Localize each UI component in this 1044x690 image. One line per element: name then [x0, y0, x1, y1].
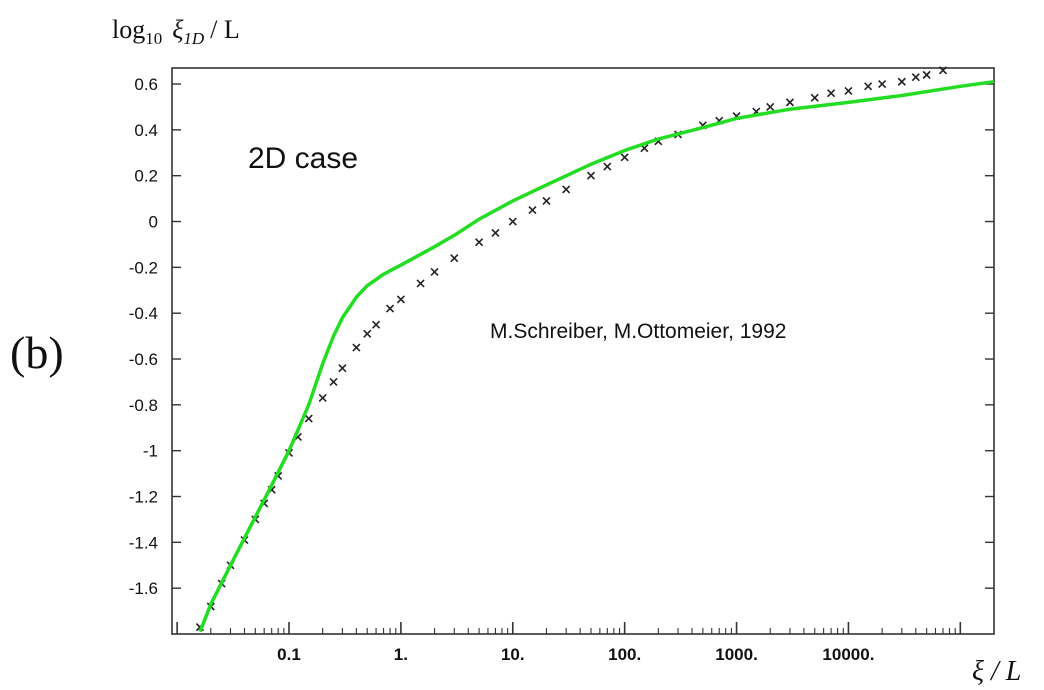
- scatter-point: [586, 171, 596, 180]
- y-tick-label: -1.2: [129, 488, 158, 507]
- x-tick-label: 0.1: [277, 645, 301, 664]
- scatter-point: [450, 254, 459, 263]
- scatter-point: [864, 82, 873, 91]
- svg-text:ξ / L: ξ / L: [972, 656, 1021, 687]
- scatter-point: [810, 93, 819, 102]
- y-tick-label: 0.6: [134, 75, 158, 94]
- x-axis: 0.1 1. 10. 100. 1000. 10000.: [176, 622, 995, 664]
- y-axis: 0.6 0.4 0.2 0 -0.2 -0.4 -0.6 -0.8 -1 -1.2 -1.4 -1.6: [129, 75, 994, 598]
- scatter-point: [491, 228, 500, 238]
- plot-frame: [171, 67, 995, 635]
- scatter-point: [363, 329, 372, 338]
- y-tick-label: -1.6: [129, 579, 158, 598]
- y-tick-label: -1.4: [129, 533, 158, 552]
- scatter-point: [372, 320, 381, 329]
- scatter-point: [338, 364, 347, 373]
- y-tick-label: 0: [149, 213, 158, 232]
- scatter-point: [827, 89, 836, 98]
- scatter-point: [911, 73, 920, 82]
- scatter-point: [385, 304, 395, 313]
- y-axis-title: log10 ξ1D / L: [112, 15, 240, 48]
- y-tick-label: -0.4: [129, 304, 158, 323]
- scatter-point: [318, 393, 327, 403]
- scatter-point: [542, 196, 551, 205]
- x-tick-label: 1000.: [715, 645, 758, 664]
- scatter-point: [620, 153, 629, 162]
- scatter-point: [508, 217, 517, 226]
- x-axis-title: ξ / L: [972, 656, 1021, 687]
- scatter-point: [304, 414, 313, 423]
- scatter-point: [922, 70, 931, 79]
- citation-annotation: M.Schreiber, M.Ottomeier, 1992: [490, 320, 786, 343]
- scatter-point: [430, 267, 439, 277]
- y-tick-label: -1: [143, 442, 158, 461]
- scatter-point: [938, 66, 948, 75]
- scatter-point: [603, 162, 612, 171]
- fit-curve: [198, 79, 995, 633]
- scatter-point: [528, 206, 537, 215]
- scatter-point: [562, 185, 571, 194]
- y-tick-label: -0.2: [129, 258, 158, 277]
- scatter-point: [766, 102, 775, 112]
- scatter-point: [785, 98, 794, 107]
- x-tick-label: 10000.: [822, 645, 874, 664]
- scatter-point: [475, 238, 484, 247]
- scatter-point: [878, 79, 887, 89]
- y-tick-label: -0.6: [129, 350, 158, 369]
- panel-label: (b): [10, 327, 64, 378]
- y-tick-label: -0.8: [129, 396, 158, 415]
- scatter-point: [329, 377, 338, 387]
- scatter-point: [396, 295, 405, 304]
- scatter-point: [844, 86, 853, 95]
- x-tick-label: 10.: [501, 645, 525, 664]
- scatter-point: [416, 279, 425, 288]
- scatter-point: [897, 77, 906, 86]
- y-tick-label: 0.2: [134, 167, 158, 186]
- x-tick-label: 1.: [394, 645, 408, 664]
- case-label: 2D case: [248, 142, 358, 175]
- y-tick-label: 0.4: [134, 121, 158, 140]
- x-tick-label: 100.: [608, 645, 641, 664]
- scatter-point: [352, 343, 361, 352]
